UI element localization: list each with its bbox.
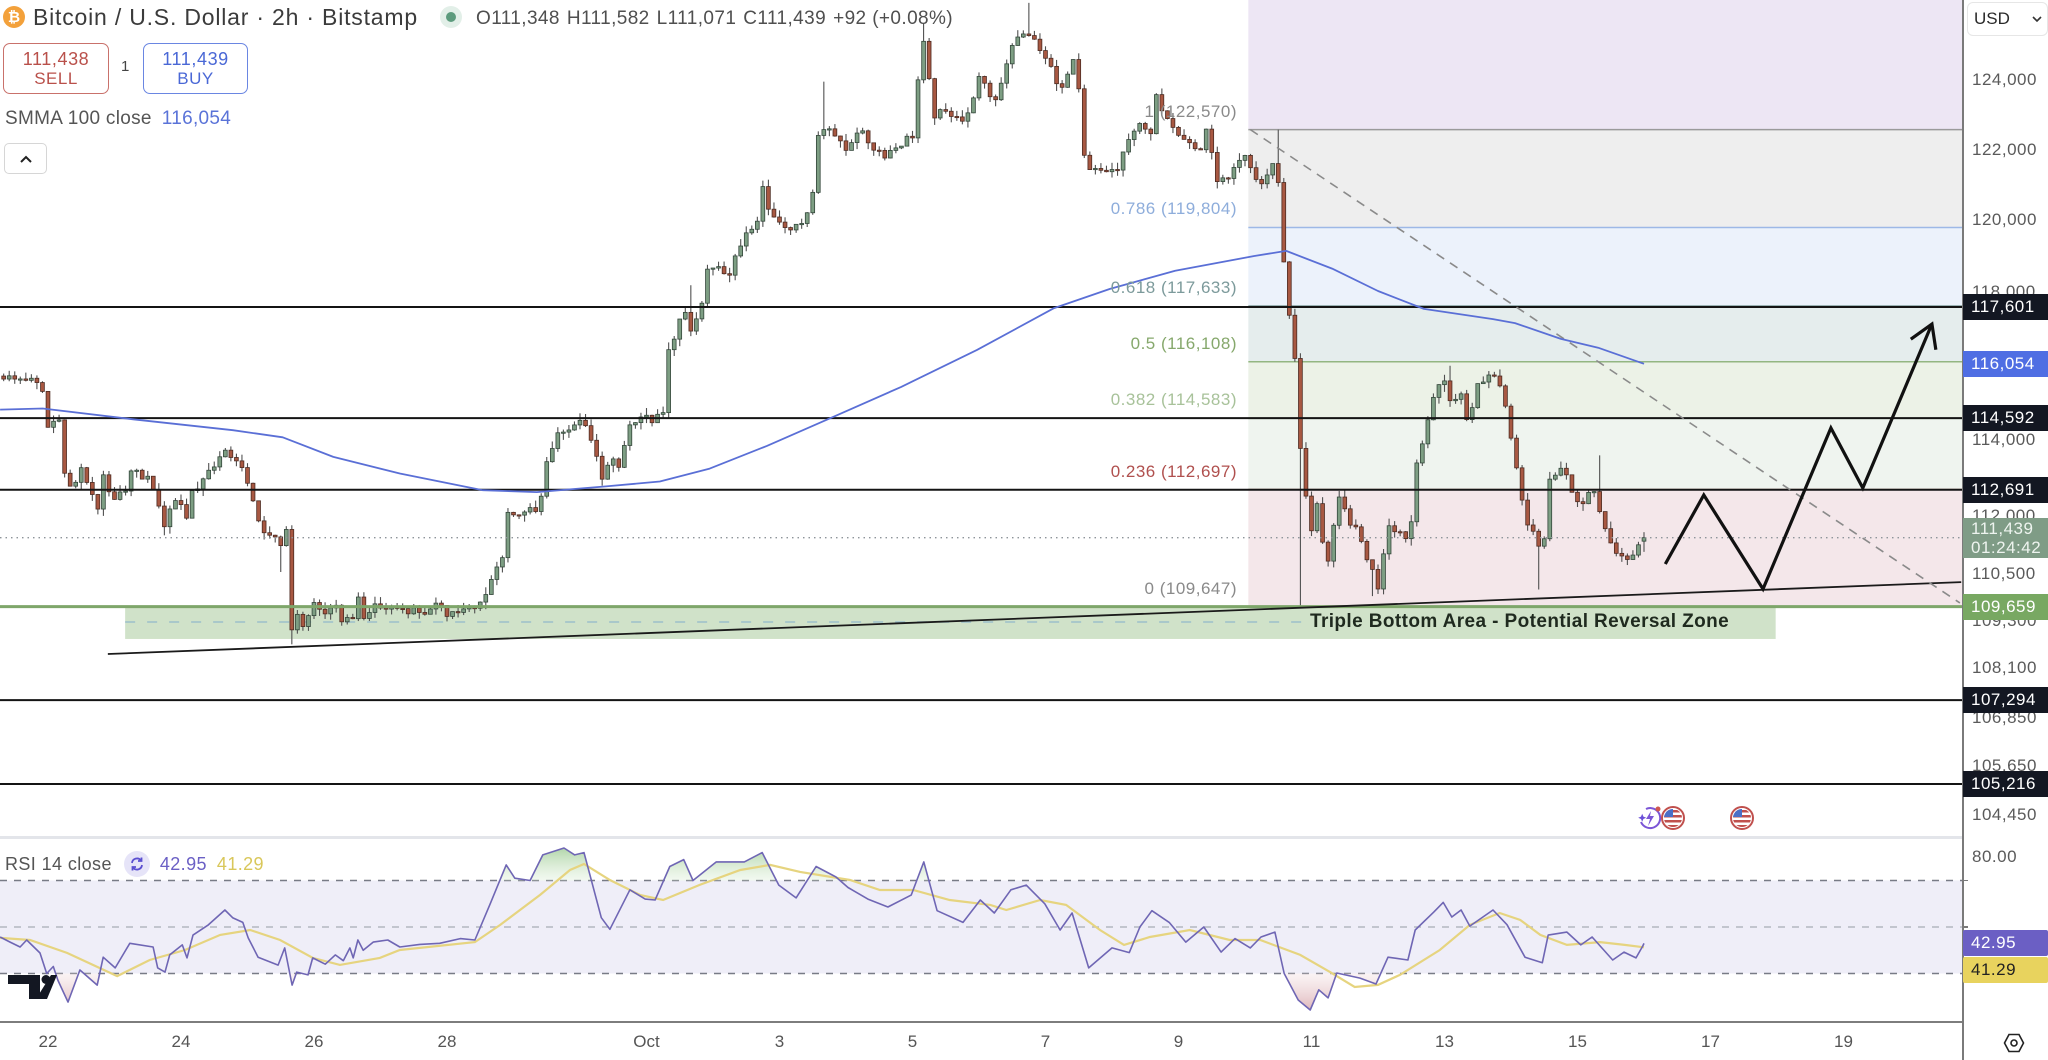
rsi-ma-line[interactable] bbox=[0, 862, 1645, 989]
rsi-label: RSI 14 close bbox=[5, 854, 112, 874]
rsi-badge-value: 42.95 bbox=[1963, 930, 2048, 957]
smma-value: 116,054 bbox=[161, 108, 232, 129]
candlestick-series[interactable] bbox=[1, 2, 1647, 645]
rsi-axis-tick bbox=[1962, 926, 1968, 928]
time-tick-label: 28 bbox=[437, 1032, 457, 1051]
close-value: 111,439 bbox=[757, 8, 827, 29]
high-value: 111,582 bbox=[580, 8, 650, 29]
high-label: H bbox=[566, 8, 581, 29]
horizontal-levels[interactable] bbox=[0, 306, 1962, 785]
triple-bottom-label[interactable]: Triple Bottom Area - Potential Reversal … bbox=[1310, 611, 1730, 632]
rsi-axis-tick bbox=[1962, 879, 1968, 882]
price-badge-117601: 117,601 bbox=[1963, 294, 2048, 320]
main-pane[interactable] bbox=[0, 0, 1962, 785]
smma-label: SMMA 100 close bbox=[5, 108, 152, 129]
rsi-legend[interactable]: RSI 14 close 42.95 41.29 bbox=[5, 851, 264, 877]
fib-level-label-0-786: 0.786 (119,804) bbox=[1110, 199, 1237, 219]
price-badge-107294: 107,294 bbox=[1963, 687, 2048, 714]
price-tick-label: 122,000 bbox=[1972, 139, 2037, 159]
sell-button[interactable]: 111,438 SELL bbox=[3, 43, 109, 94]
us-flag-event-icon[interactable] bbox=[1729, 805, 1755, 831]
bitcoin-glyph: ₿ bbox=[7, 8, 21, 26]
pane-separator[interactable] bbox=[0, 836, 1962, 839]
smma-legend[interactable]: SMMA 100 close 116,054 bbox=[5, 107, 231, 131]
time-tick-label: 5 bbox=[907, 1032, 918, 1051]
tradingview-logo-icon[interactable] bbox=[7, 974, 57, 1000]
fib-level-label-0-382: 0.382 (114,583) bbox=[1110, 390, 1237, 410]
price-badge-smma: 116,054 bbox=[1963, 350, 2048, 377]
rsi-tick-label: 80.00 bbox=[1972, 847, 2018, 867]
fib-level-label-0-236: 0.236 (112,697) bbox=[1110, 461, 1237, 481]
fib-level-label-0: 0 (109,647) bbox=[1144, 579, 1237, 599]
time-tick-label: 15 bbox=[1568, 1032, 1587, 1051]
price-badge-114592: 114,592 bbox=[1963, 405, 2048, 432]
us-flag-event-icon[interactable] bbox=[1660, 805, 1686, 831]
triple-bottom-zone[interactable] bbox=[125, 606, 1776, 639]
time-tick-label: 19 bbox=[1834, 1032, 1853, 1051]
time-tick-label: 13 bbox=[1435, 1032, 1454, 1051]
chevron-up-icon bbox=[19, 155, 32, 163]
ohlc-legend: O111,348 H111,582 L111,071 C111,439 +92 (+0.… bbox=[476, 7, 953, 31]
rsi-ma-value: 41.29 bbox=[216, 854, 264, 874]
time-tick-label: 7 bbox=[1040, 1032, 1051, 1051]
price-tick-label: 114,000 bbox=[1972, 430, 2036, 450]
low-value: 111,071 bbox=[667, 8, 737, 29]
price-badge-105216: 105,216 bbox=[1963, 770, 2048, 797]
rsi-line[interactable] bbox=[0, 847, 1645, 1011]
economic-event-lightning-icon[interactable] bbox=[1637, 805, 1663, 831]
time-tick-label: 24 bbox=[171, 1032, 191, 1051]
time-tick-label: Oct bbox=[633, 1032, 660, 1051]
price-badge-109659: 109,659 bbox=[1963, 593, 2048, 620]
buy-label: BUY bbox=[177, 68, 214, 88]
fib-level-label-0-5: 0.5 (116,108) bbox=[1130, 333, 1237, 353]
rsi-value: 42.95 bbox=[159, 854, 207, 874]
bitcoin-icon: ₿ bbox=[3, 6, 25, 28]
close-label: C bbox=[743, 8, 758, 29]
price-badge-112691: 112,691 bbox=[1963, 476, 2048, 503]
chevron-down-icon bbox=[2032, 16, 2042, 23]
refresh-icon[interactable] bbox=[123, 851, 150, 877]
support-trendline[interactable] bbox=[107, 581, 1962, 655]
projection-path[interactable] bbox=[1663, 323, 1934, 593]
time-tick-label: 11 bbox=[1302, 1032, 1321, 1051]
time-tick-label: 3 bbox=[774, 1032, 785, 1051]
projection-arrowhead bbox=[1909, 321, 1938, 350]
buy-price: 111,439 bbox=[162, 48, 229, 69]
price-tick-label: 110,500 bbox=[1972, 563, 2036, 583]
time-axis[interactable] bbox=[0, 1021, 1962, 1060]
open-label: O bbox=[476, 8, 492, 29]
sell-price: 111,438 bbox=[22, 48, 90, 69]
time-tick-label: 17 bbox=[1701, 1032, 1720, 1051]
market-status-dot-icon bbox=[440, 6, 462, 28]
price-tick-label: 124,000 bbox=[1972, 69, 2037, 89]
price-tick-label: 105,650 bbox=[1972, 756, 2037, 776]
time-tick-label: 26 bbox=[304, 1032, 324, 1051]
smma-100-line[interactable] bbox=[0, 249, 1645, 494]
price-badge-last-price: 111,439 01:24:42 bbox=[1963, 517, 2048, 558]
change-value: +92 (+0.08%) bbox=[833, 8, 954, 29]
low-label: L bbox=[656, 8, 668, 29]
rsi-badge-ma: 41.29 bbox=[1963, 957, 2048, 984]
chart-canvas[interactable] bbox=[0, 0, 1962, 1021]
currency-label: USD bbox=[1974, 9, 2010, 28]
price-tick-label: 120,000 bbox=[1972, 210, 2037, 230]
settings-button[interactable] bbox=[2002, 1031, 2026, 1055]
sell-label: SELL bbox=[34, 68, 78, 88]
price-tick-label: 104,450 bbox=[1972, 805, 2037, 825]
currency-dropdown[interactable]: USD bbox=[1967, 2, 2048, 36]
fib-level-label-1: 1 (122,570) bbox=[1144, 101, 1237, 121]
open-value: 111,348 bbox=[491, 8, 560, 29]
bar-countdown: 01:24:42 bbox=[1971, 537, 2042, 557]
descending-trendline[interactable] bbox=[1249, 128, 1961, 604]
symbol-title[interactable]: Bitcoin / U.S. Dollar · 2h · Bitstamp bbox=[33, 4, 418, 30]
rsi-pane[interactable] bbox=[0, 847, 1962, 1011]
settings-icon bbox=[2003, 1033, 2025, 1053]
price-tick-label: 108,100 bbox=[1972, 658, 2037, 678]
collapse-legend-button[interactable] bbox=[4, 143, 47, 174]
time-tick-label: 22 bbox=[38, 1032, 58, 1051]
buy-button[interactable]: 111,439 BUY bbox=[143, 43, 248, 94]
order-quantity[interactable]: 1 bbox=[121, 58, 130, 75]
time-tick-label: 9 bbox=[1173, 1032, 1184, 1051]
fib-level-label-0-618: 0.618 (117,633) bbox=[1110, 277, 1237, 297]
